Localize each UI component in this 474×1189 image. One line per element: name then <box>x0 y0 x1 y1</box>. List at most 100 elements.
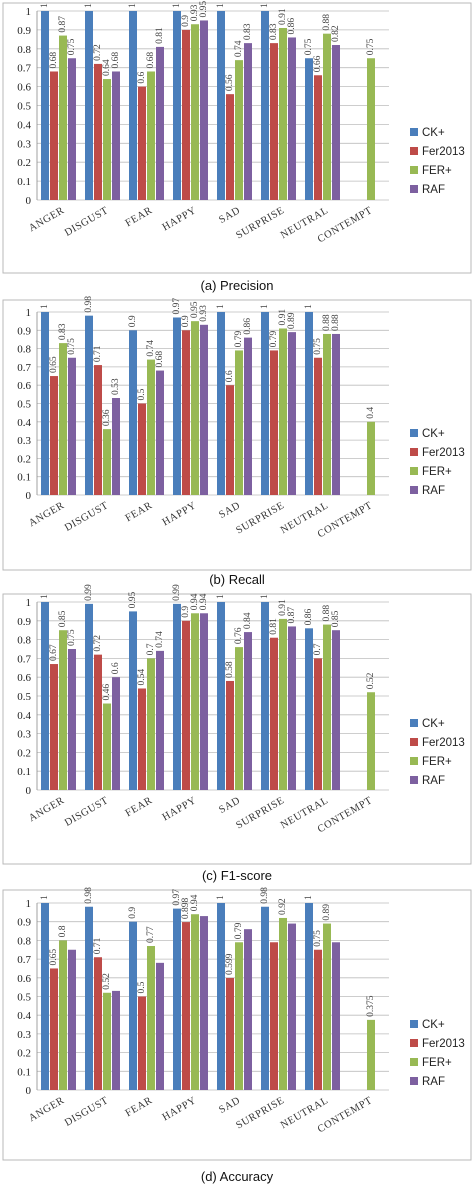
data-label: 1 <box>172 3 182 8</box>
data-label: 1 <box>40 895 50 900</box>
legend-label: Fer2013 <box>422 447 465 459</box>
legend-label: CK+ <box>422 127 445 139</box>
bar-raf-fear <box>156 650 164 790</box>
data-label: 0.91 <box>278 309 288 326</box>
data-label: 0.91 <box>278 599 288 616</box>
bar-fer-contempt <box>367 421 375 495</box>
bar-raf-disgust <box>112 677 120 790</box>
y-tick-label: 0.9 <box>17 616 31 628</box>
legend-swatch <box>410 1020 418 1028</box>
data-label: 0.67 <box>49 644 59 661</box>
bar-raf-anger <box>68 357 76 495</box>
bar-fer-fear <box>147 71 155 200</box>
bar-ck-surprise <box>261 11 269 200</box>
bar-fer2013-neutral <box>314 658 322 790</box>
bar-fer-sad <box>235 647 243 790</box>
bar-fer2013-happy <box>182 620 190 790</box>
y-tick-label: 0.7 <box>17 362 31 374</box>
bar-fer-fear <box>147 359 155 495</box>
bar-fer-anger <box>59 35 67 200</box>
data-label: 0.88 <box>322 14 332 31</box>
data-label: 0.65 <box>49 949 59 966</box>
data-label: 0.9 <box>128 315 138 327</box>
bar-raf-sad <box>244 632 252 790</box>
bar-raf-fear <box>156 370 164 495</box>
bar-raf-sad <box>244 337 252 495</box>
y-tick-label: 0.4 <box>17 710 31 722</box>
bar-raf-happy <box>200 613 208 790</box>
bar-ck-surprise <box>261 312 269 495</box>
bar-fer2013-anger <box>50 968 58 1090</box>
bar-fer-sad <box>235 60 243 200</box>
data-label: 0.68 <box>146 52 156 69</box>
bar-fer2013-happy <box>182 330 190 495</box>
legend-swatch <box>410 467 418 475</box>
data-label: 0.74 <box>234 40 244 57</box>
legend-label: CK+ <box>422 428 445 440</box>
data-label: 0.9 <box>181 315 191 327</box>
data-label: 0.76 <box>234 627 244 644</box>
bar-fer-disgust <box>103 992 111 1090</box>
bar-ck-fear <box>129 921 137 1090</box>
bar-fer-happy <box>191 24 199 201</box>
data-label: 1 <box>40 3 50 8</box>
bar-fer-contempt <box>367 1019 375 1090</box>
bar-ck-neutral <box>305 312 313 495</box>
legend-swatch <box>410 1077 418 1085</box>
bar-raf-neutral <box>332 333 340 495</box>
legend-label: Fer2013 <box>422 146 465 158</box>
bar-ck-surprise <box>261 602 269 790</box>
bar-fer2013-surprise <box>270 350 278 495</box>
legend-swatch <box>410 128 418 136</box>
data-label: 0.79 <box>234 922 244 939</box>
data-label: 0.93 <box>199 305 209 322</box>
bar-ck-sad <box>217 11 225 200</box>
y-tick-label: 0.6 <box>17 672 31 684</box>
bar-fer-sad <box>235 350 243 495</box>
data-label: 0.95 <box>199 1 209 18</box>
y-tick-label: 0.3 <box>17 138 31 150</box>
data-label: 0.81 <box>155 27 165 44</box>
bar-fer2013-anger <box>50 71 58 200</box>
data-label: 0.86 <box>243 318 253 335</box>
legend-swatch <box>410 448 418 456</box>
bar-raf-neutral <box>332 942 340 1090</box>
data-label: 0.75 <box>313 930 323 947</box>
y-tick-label: 0.2 <box>17 747 31 759</box>
bar-fer2013-disgust <box>94 957 102 1090</box>
bar-fer2013-neutral <box>314 949 322 1090</box>
y-tick-label: 0.2 <box>17 453 31 465</box>
bar-fer-disgust <box>103 429 111 495</box>
bar-ck-anger <box>41 602 49 790</box>
bar-raf-surprise <box>288 37 296 201</box>
data-label: 0.89 <box>322 904 332 921</box>
data-label: 0.92 <box>278 898 288 915</box>
data-label: 0.5 <box>137 981 147 993</box>
bar-fer-contempt <box>367 692 375 790</box>
bar-fer2013-happy <box>182 922 190 1090</box>
data-label: 0.8 <box>58 925 68 937</box>
y-tick-label: 0.3 <box>17 729 31 741</box>
y-tick-label: 0.9 <box>17 25 31 37</box>
data-label: 0.94 <box>199 593 209 610</box>
data-label: 0.81 <box>269 618 279 635</box>
data-label: 0.75 <box>313 338 323 355</box>
y-tick-label: 0.5 <box>17 101 31 113</box>
bar-fer-disgust <box>103 703 111 790</box>
legend-label: RAF <box>422 184 445 196</box>
data-label: 0.86 <box>287 18 297 35</box>
data-label: 0.99 <box>172 584 182 601</box>
bar-ck-happy <box>173 11 181 200</box>
y-tick-label: 1 <box>26 898 32 910</box>
bar-raf-anger <box>68 649 76 790</box>
legend-label: FER+ <box>422 466 452 478</box>
bar-ck-sad <box>217 903 225 1090</box>
data-label: 0.97 <box>172 298 182 315</box>
y-tick-label: 0 <box>26 195 32 207</box>
y-tick-label: 0.6 <box>17 82 31 94</box>
data-label: 1 <box>216 895 226 900</box>
bar-fer2013-sad <box>226 94 234 200</box>
data-label: 0.83 <box>243 23 253 40</box>
data-label: 0.86 <box>304 608 314 625</box>
y-tick-label: 0.1 <box>17 176 31 188</box>
